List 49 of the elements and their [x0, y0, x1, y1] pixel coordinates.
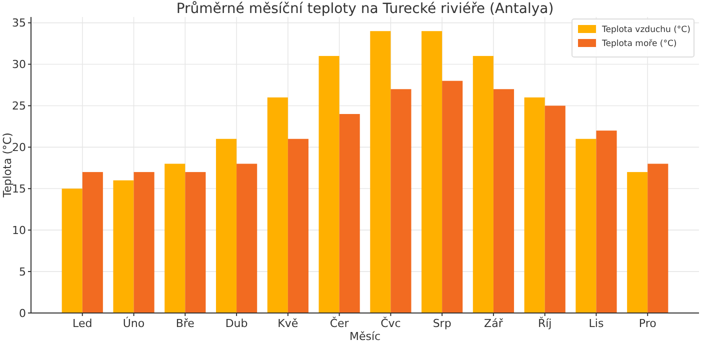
y-tick-label: 15: [12, 182, 26, 196]
bar: [493, 89, 514, 313]
bar: [216, 138, 237, 313]
x-tick-label: Říj: [538, 316, 552, 330]
bar: [339, 114, 360, 313]
bar: [267, 97, 288, 313]
bar: [113, 180, 134, 313]
x-tick-label: Zář: [484, 317, 504, 330]
bar: [596, 130, 617, 313]
bar: [442, 80, 463, 313]
x-tick-label: Lis: [588, 317, 604, 330]
x-tick-label: Úno: [122, 316, 145, 330]
bar: [472, 56, 494, 313]
y-tick-label: 0: [19, 306, 26, 320]
y-tick-label: 5: [19, 265, 26, 278]
x-tick-label: Čvc: [380, 316, 401, 330]
x-tick-label: Led: [72, 317, 92, 330]
legend-label: Teplota vzduchu (°C): [601, 24, 690, 35]
bar: [648, 164, 668, 313]
x-tick-label: Čer: [330, 316, 350, 330]
y-tick-label: 35: [12, 16, 26, 30]
y-tick-label: 30: [12, 58, 26, 72]
bar: [185, 172, 206, 313]
bar: [134, 172, 154, 313]
bar: [370, 31, 391, 313]
y-axis-title: Teplota (°C): [1, 132, 14, 198]
bar: [82, 172, 103, 313]
bar: [576, 138, 596, 313]
bar: [62, 188, 82, 313]
x-tick-label: Kvě: [278, 317, 298, 330]
x-tick-label: Srp: [432, 317, 452, 330]
y-tick-label: 25: [12, 100, 26, 113]
bar: [544, 106, 566, 313]
x-axis-title: Měsíc: [349, 330, 381, 342]
bar: [422, 31, 442, 313]
chart-title: Průměrné měsíční teploty na Turecké riviéře (Antalya): [176, 1, 554, 17]
x-tick-label: Bře: [176, 317, 195, 330]
bar: [288, 138, 308, 313]
bar: [390, 89, 412, 313]
legend-label: Teplota moře (°C): [601, 38, 677, 49]
y-tick-label: 20: [12, 141, 26, 154]
bar: [318, 56, 340, 313]
bar: [164, 164, 186, 313]
bar: [627, 172, 648, 313]
x-tick-label: Pro: [638, 317, 657, 330]
bar: [524, 97, 545, 313]
bar: [236, 164, 258, 313]
x-tick-label: Dub: [225, 317, 248, 330]
y-tick-label: 10: [12, 224, 26, 237]
